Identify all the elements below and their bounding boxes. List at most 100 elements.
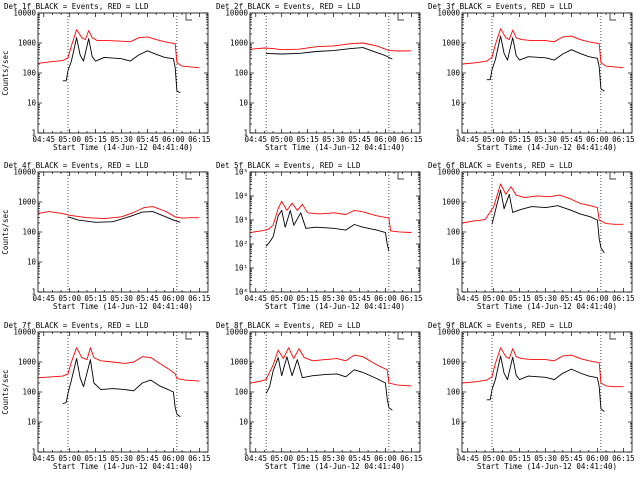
x-tick-label: 06:15 — [612, 294, 635, 303]
plot-frame — [461, 331, 633, 453]
events-series-line — [265, 209, 390, 252]
y-tick-label: 100 — [446, 228, 460, 237]
y-tick-label: 1000 — [18, 39, 37, 48]
y-tick-label: 1 — [455, 288, 460, 297]
x-tick-label: 05:30 — [110, 135, 133, 144]
x-tick-label: 05:15 — [508, 294, 531, 303]
y-tick-label: 1000 — [442, 198, 461, 207]
x-axis-label: Start Time (14-Jun-12 04:41:40) — [477, 143, 617, 152]
detector-panel: Det 2f BLACK = Events, RED = LLD 1 10 100 10… — [216, 2, 423, 152]
x-tick-label: 05:45 — [348, 294, 371, 303]
y-tick-label: 100 — [446, 69, 460, 78]
y-tick-label: 1000 — [442, 358, 461, 367]
x-tick-label: 06:15 — [400, 454, 423, 463]
x-tick-label: 04:45 — [456, 294, 479, 303]
y-tick-label: 10¹ — [234, 264, 248, 273]
x-axis-label: Start Time (14-Jun-12 04:41:40) — [53, 462, 193, 471]
x-tick-label: 05:30 — [534, 454, 557, 463]
plot-frame — [37, 331, 209, 453]
events-series-line — [265, 356, 393, 411]
y-tick-label: 10000 — [13, 168, 36, 177]
x-tick-label: 06:15 — [188, 454, 211, 463]
panel-title: Det 4f BLACK = Events, RED = LLD — [4, 161, 149, 170]
lld-series-line — [250, 42, 412, 52]
detector-panel: Det 5f BLACK = Events, RED = LLD 10⁰ 10¹ 10… — [216, 161, 423, 311]
x-tick-label: 04:45 — [32, 294, 55, 303]
x-tick-label: 05:00 — [58, 135, 81, 144]
corner-mark — [397, 172, 404, 180]
x-tick-label: 05:15 — [84, 135, 107, 144]
y-tick-label: 10 — [27, 258, 37, 267]
y-tick-label: 10000 — [225, 9, 248, 18]
detector-panel: Det 1f BLACK = Events, RED = LLD 1 10 100 10… — [1, 2, 211, 152]
x-tick-label: 05:00 — [58, 294, 81, 303]
x-tick-label: 05:30 — [534, 294, 557, 303]
x-tick-label: 05:00 — [482, 135, 505, 144]
detector-panel: Det 6f BLACK = Events, RED = LLD 1 10 100 10… — [428, 161, 635, 311]
x-tick-label: 04:45 — [244, 135, 267, 144]
x-tick-label: 05:45 — [560, 135, 583, 144]
x-tick-label: 05:45 — [348, 454, 371, 463]
x-tick-label: 05:30 — [110, 294, 133, 303]
y-tick-label: 100 — [234, 69, 248, 78]
y-tick-label: 10 — [451, 418, 461, 427]
lld-series-line — [462, 183, 624, 225]
corner-mark — [609, 172, 616, 180]
x-tick-label: 04:45 — [244, 454, 267, 463]
corner-mark — [185, 172, 192, 180]
x-tick-label: 05:45 — [348, 135, 371, 144]
corner-mark — [609, 332, 616, 340]
events-series-line — [491, 189, 605, 254]
y-tick-label: 1000 — [18, 358, 37, 367]
y-tick-label: 1 — [243, 448, 248, 457]
detector-panel: Det 7f BLACK = Events, RED = LLD 1 10 100 10… — [1, 321, 211, 471]
plot-frame — [461, 12, 633, 134]
x-tick-label: 05:45 — [136, 454, 159, 463]
panel-title: Det 5f BLACK = Events, RED = LLD — [216, 161, 361, 170]
y-tick-label: 1000 — [230, 358, 249, 367]
x-tick-label: 05:00 — [270, 294, 293, 303]
x-tick-label: 06:15 — [400, 135, 423, 144]
corner-mark — [609, 13, 616, 21]
x-tick-label: 04:45 — [456, 454, 479, 463]
x-tick-label: 06:00 — [374, 135, 397, 144]
x-tick-label: 05:45 — [136, 294, 159, 303]
y-tick-label: 1 — [31, 288, 36, 297]
y-axis-label: Counts/sec — [1, 369, 10, 414]
y-tick-label: 10 — [239, 99, 249, 108]
y-tick-label: 1 — [455, 129, 460, 138]
events-series-line — [62, 37, 181, 94]
plot-frame — [37, 12, 209, 134]
y-tick-label: 1000 — [230, 39, 249, 48]
lld-series-line — [38, 347, 200, 382]
y-tick-label: 10 — [239, 418, 249, 427]
x-tick-label: 05:15 — [296, 454, 319, 463]
y-tick-label: 10000 — [225, 328, 248, 337]
x-tick-label: 05:00 — [482, 454, 505, 463]
lld-series-line — [250, 200, 412, 233]
panel-title: Det 6f BLACK = Events, RED = LLD — [428, 161, 573, 170]
x-tick-label: 05:45 — [136, 135, 159, 144]
plot-frame — [461, 171, 633, 293]
x-tick-label: 05:30 — [534, 135, 557, 144]
y-tick-label: 10⁰ — [234, 288, 248, 297]
corner-mark — [185, 332, 192, 340]
lld-series-line — [38, 29, 200, 69]
x-tick-label: 06:00 — [374, 294, 397, 303]
y-tick-label: 10² — [234, 240, 248, 249]
lld-series-line — [462, 28, 624, 69]
x-tick-label: 06:00 — [586, 135, 609, 144]
x-tick-label: 04:45 — [244, 294, 267, 303]
detector-panel: Det 8f BLACK = Events, RED = LLD 1 10 100 10… — [216, 321, 423, 471]
x-tick-label: 05:30 — [110, 454, 133, 463]
y-tick-label: 100 — [234, 388, 248, 397]
y-axis-label: Counts/sec — [1, 209, 10, 254]
corner-mark — [397, 13, 404, 21]
detector-panel: Det 9f BLACK = Events, RED = LLD 1 10 100 10… — [428, 321, 635, 471]
plot-frame — [249, 331, 421, 453]
y-tick-label: 100 — [22, 388, 36, 397]
x-tick-label: 06:00 — [162, 454, 185, 463]
y-tick-label: 10000 — [13, 328, 36, 337]
y-tick-label: 10³ — [234, 216, 248, 225]
